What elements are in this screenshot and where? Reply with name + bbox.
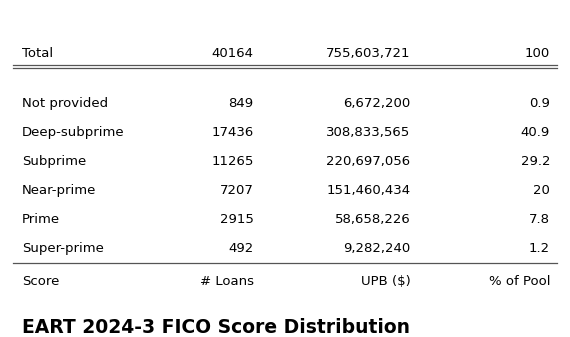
- Text: UPB ($): UPB ($): [361, 275, 410, 288]
- Text: 7.8: 7.8: [529, 213, 550, 226]
- Text: 11265: 11265: [211, 155, 254, 168]
- Text: 755,603,721: 755,603,721: [326, 47, 410, 60]
- Text: Subprime: Subprime: [22, 155, 86, 168]
- Text: Not provided: Not provided: [22, 97, 108, 110]
- Text: 2915: 2915: [220, 213, 254, 226]
- Text: Near-prime: Near-prime: [22, 184, 96, 197]
- Text: # Loans: # Loans: [200, 275, 254, 288]
- Text: 100: 100: [525, 47, 550, 60]
- Text: Super-prime: Super-prime: [22, 242, 104, 255]
- Text: 40.9: 40.9: [521, 126, 550, 139]
- Text: 9,282,240: 9,282,240: [343, 242, 410, 255]
- Text: Total: Total: [22, 47, 53, 60]
- Text: 1.2: 1.2: [529, 242, 550, 255]
- Text: 58,658,226: 58,658,226: [335, 213, 410, 226]
- Text: 7207: 7207: [220, 184, 254, 197]
- Text: EART 2024-3 FICO Score Distribution: EART 2024-3 FICO Score Distribution: [22, 318, 410, 337]
- Text: 492: 492: [229, 242, 254, 255]
- Text: Deep-subprime: Deep-subprime: [22, 126, 124, 139]
- Text: Score: Score: [22, 275, 59, 288]
- Text: 6,672,200: 6,672,200: [343, 97, 410, 110]
- Text: 29.2: 29.2: [520, 155, 550, 168]
- Text: 151,460,434: 151,460,434: [326, 184, 410, 197]
- Text: 17436: 17436: [211, 126, 254, 139]
- Text: 40164: 40164: [211, 47, 254, 60]
- Text: 220,697,056: 220,697,056: [326, 155, 410, 168]
- Text: 0.9: 0.9: [529, 97, 550, 110]
- Text: Prime: Prime: [22, 213, 60, 226]
- Text: 849: 849: [229, 97, 254, 110]
- Text: 308,833,565: 308,833,565: [326, 126, 410, 139]
- Text: 20: 20: [533, 184, 550, 197]
- Text: % of Pool: % of Pool: [488, 275, 550, 288]
